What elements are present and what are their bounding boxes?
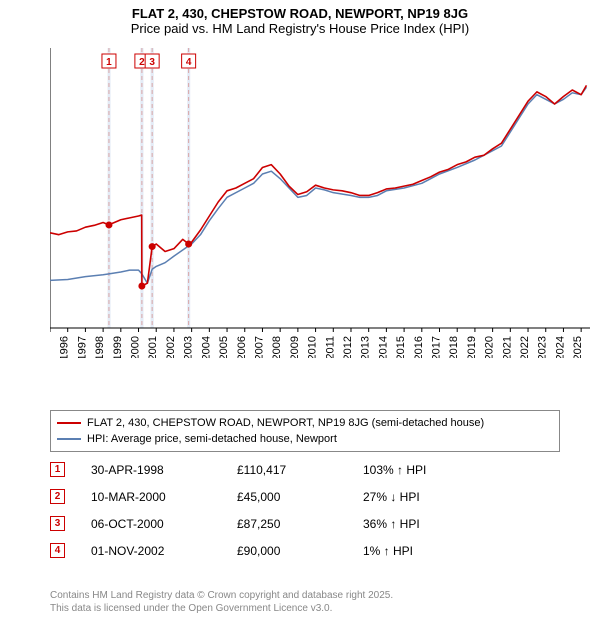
transaction-pct: 1% ↑ HPI <box>363 544 473 558</box>
legend: FLAT 2, 430, CHEPSTOW ROAD, NEWPORT, NP1… <box>50 410 560 452</box>
transaction-marker-badge: 4 <box>50 543 65 558</box>
legend-label: FLAT 2, 430, CHEPSTOW ROAD, NEWPORT, NP1… <box>87 415 484 431</box>
transaction-row: 1 30-APR-1998 £110,417 103% ↑ HPI <box>50 456 570 483</box>
transaction-marker-badge: 2 <box>50 489 65 504</box>
legend-item: HPI: Average price, semi-detached house,… <box>57 431 553 447</box>
transaction-date: 01-NOV-2002 <box>91 544 211 558</box>
transaction-row: 3 06-OCT-2000 £87,250 36% ↑ HPI <box>50 510 570 537</box>
legend-label: HPI: Average price, semi-detached house,… <box>87 431 337 447</box>
legend-item: FLAT 2, 430, CHEPSTOW ROAD, NEWPORT, NP1… <box>57 415 553 431</box>
transaction-row: 4 01-NOV-2002 £90,000 1% ↑ HPI <box>50 537 570 564</box>
svg-text:4: 4 <box>186 57 192 68</box>
svg-text:2025: 2025 <box>572 336 584 358</box>
transaction-price: £45,000 <box>237 490 337 504</box>
svg-text:1: 1 <box>106 57 112 68</box>
transaction-price: £90,000 <box>237 544 337 558</box>
svg-text:2000: 2000 <box>130 336 142 358</box>
svg-text:2001: 2001 <box>147 336 159 358</box>
chart-titles: FLAT 2, 430, CHEPSTOW ROAD, NEWPORT, NP1… <box>0 0 600 36</box>
legend-swatch <box>57 422 81 424</box>
footer-line-2: This data is licensed under the Open Gov… <box>50 603 393 616</box>
svg-text:1997: 1997 <box>76 336 88 358</box>
svg-text:2009: 2009 <box>289 336 301 358</box>
svg-text:2002: 2002 <box>165 336 177 358</box>
svg-text:2013: 2013 <box>360 336 372 358</box>
svg-text:2020: 2020 <box>484 336 496 358</box>
svg-text:2018: 2018 <box>448 336 460 358</box>
svg-text:3: 3 <box>149 57 155 68</box>
svg-text:2017: 2017 <box>431 336 443 358</box>
transaction-pct: 103% ↑ HPI <box>363 463 473 477</box>
svg-text:2: 2 <box>139 57 145 68</box>
transaction-date: 30-APR-1998 <box>91 463 211 477</box>
svg-text:2015: 2015 <box>395 336 407 358</box>
svg-text:2010: 2010 <box>307 336 319 358</box>
transaction-row: 2 10-MAR-2000 £45,000 27% ↓ HPI <box>50 483 570 510</box>
svg-text:2011: 2011 <box>324 336 336 358</box>
svg-text:2023: 2023 <box>537 336 549 358</box>
svg-text:2003: 2003 <box>183 336 195 358</box>
svg-text:2021: 2021 <box>501 336 513 358</box>
chart-title-sub: Price paid vs. HM Land Registry's House … <box>0 21 600 36</box>
transaction-pct: 27% ↓ HPI <box>363 490 473 504</box>
footer-line-1: Contains HM Land Registry data © Crown c… <box>50 590 393 603</box>
svg-text:1996: 1996 <box>59 336 71 358</box>
svg-text:1999: 1999 <box>112 336 124 358</box>
transaction-marker-badge: 1 <box>50 462 65 477</box>
footer-attribution: Contains HM Land Registry data © Crown c… <box>50 590 393 615</box>
svg-text:2024: 2024 <box>554 336 566 358</box>
svg-text:2016: 2016 <box>413 336 425 358</box>
svg-text:1995: 1995 <box>50 336 53 358</box>
svg-text:2006: 2006 <box>236 336 248 358</box>
svg-text:2019: 2019 <box>466 336 478 358</box>
transaction-date: 10-MAR-2000 <box>91 490 211 504</box>
svg-text:2008: 2008 <box>271 336 283 358</box>
legend-swatch <box>57 438 81 440</box>
svg-text:2004: 2004 <box>200 336 212 358</box>
transaction-price: £110,417 <box>237 463 337 477</box>
svg-text:1998: 1998 <box>94 336 106 358</box>
chart-title-main: FLAT 2, 430, CHEPSTOW ROAD, NEWPORT, NP1… <box>0 6 600 21</box>
svg-text:2012: 2012 <box>342 336 354 358</box>
transaction-marker-badge: 3 <box>50 516 65 531</box>
transaction-pct: 36% ↑ HPI <box>363 517 473 531</box>
chart-area: £0£50K£100K£150K£200K£250K£300K199519961… <box>50 48 590 358</box>
transaction-price: £87,250 <box>237 517 337 531</box>
svg-text:2007: 2007 <box>253 336 265 358</box>
transactions-table: 1 30-APR-1998 £110,417 103% ↑ HPI 2 10-MAR-20… <box>50 456 570 564</box>
line-chart: £0£50K£100K£150K£200K£250K£300K199519961… <box>50 48 590 358</box>
svg-text:2022: 2022 <box>519 336 531 358</box>
svg-text:2014: 2014 <box>377 336 389 358</box>
transaction-date: 06-OCT-2000 <box>91 517 211 531</box>
svg-text:2005: 2005 <box>218 336 230 358</box>
